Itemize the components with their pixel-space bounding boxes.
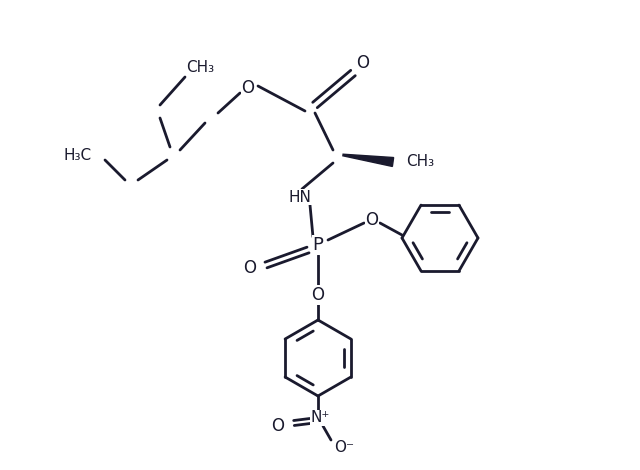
Text: CH₃: CH₃: [186, 60, 214, 75]
Text: O: O: [312, 286, 324, 304]
Text: H₃C: H₃C: [64, 148, 92, 163]
Text: O: O: [365, 211, 378, 229]
Text: O: O: [241, 79, 255, 97]
Polygon shape: [343, 154, 394, 166]
Text: CH₃: CH₃: [406, 155, 434, 170]
Text: HN: HN: [289, 189, 312, 204]
Text: P: P: [312, 236, 323, 254]
Text: O: O: [243, 259, 257, 277]
Text: N⁺: N⁺: [310, 410, 330, 425]
Text: O⁻: O⁻: [334, 440, 354, 455]
Text: O: O: [356, 54, 369, 72]
Text: O: O: [271, 417, 285, 435]
